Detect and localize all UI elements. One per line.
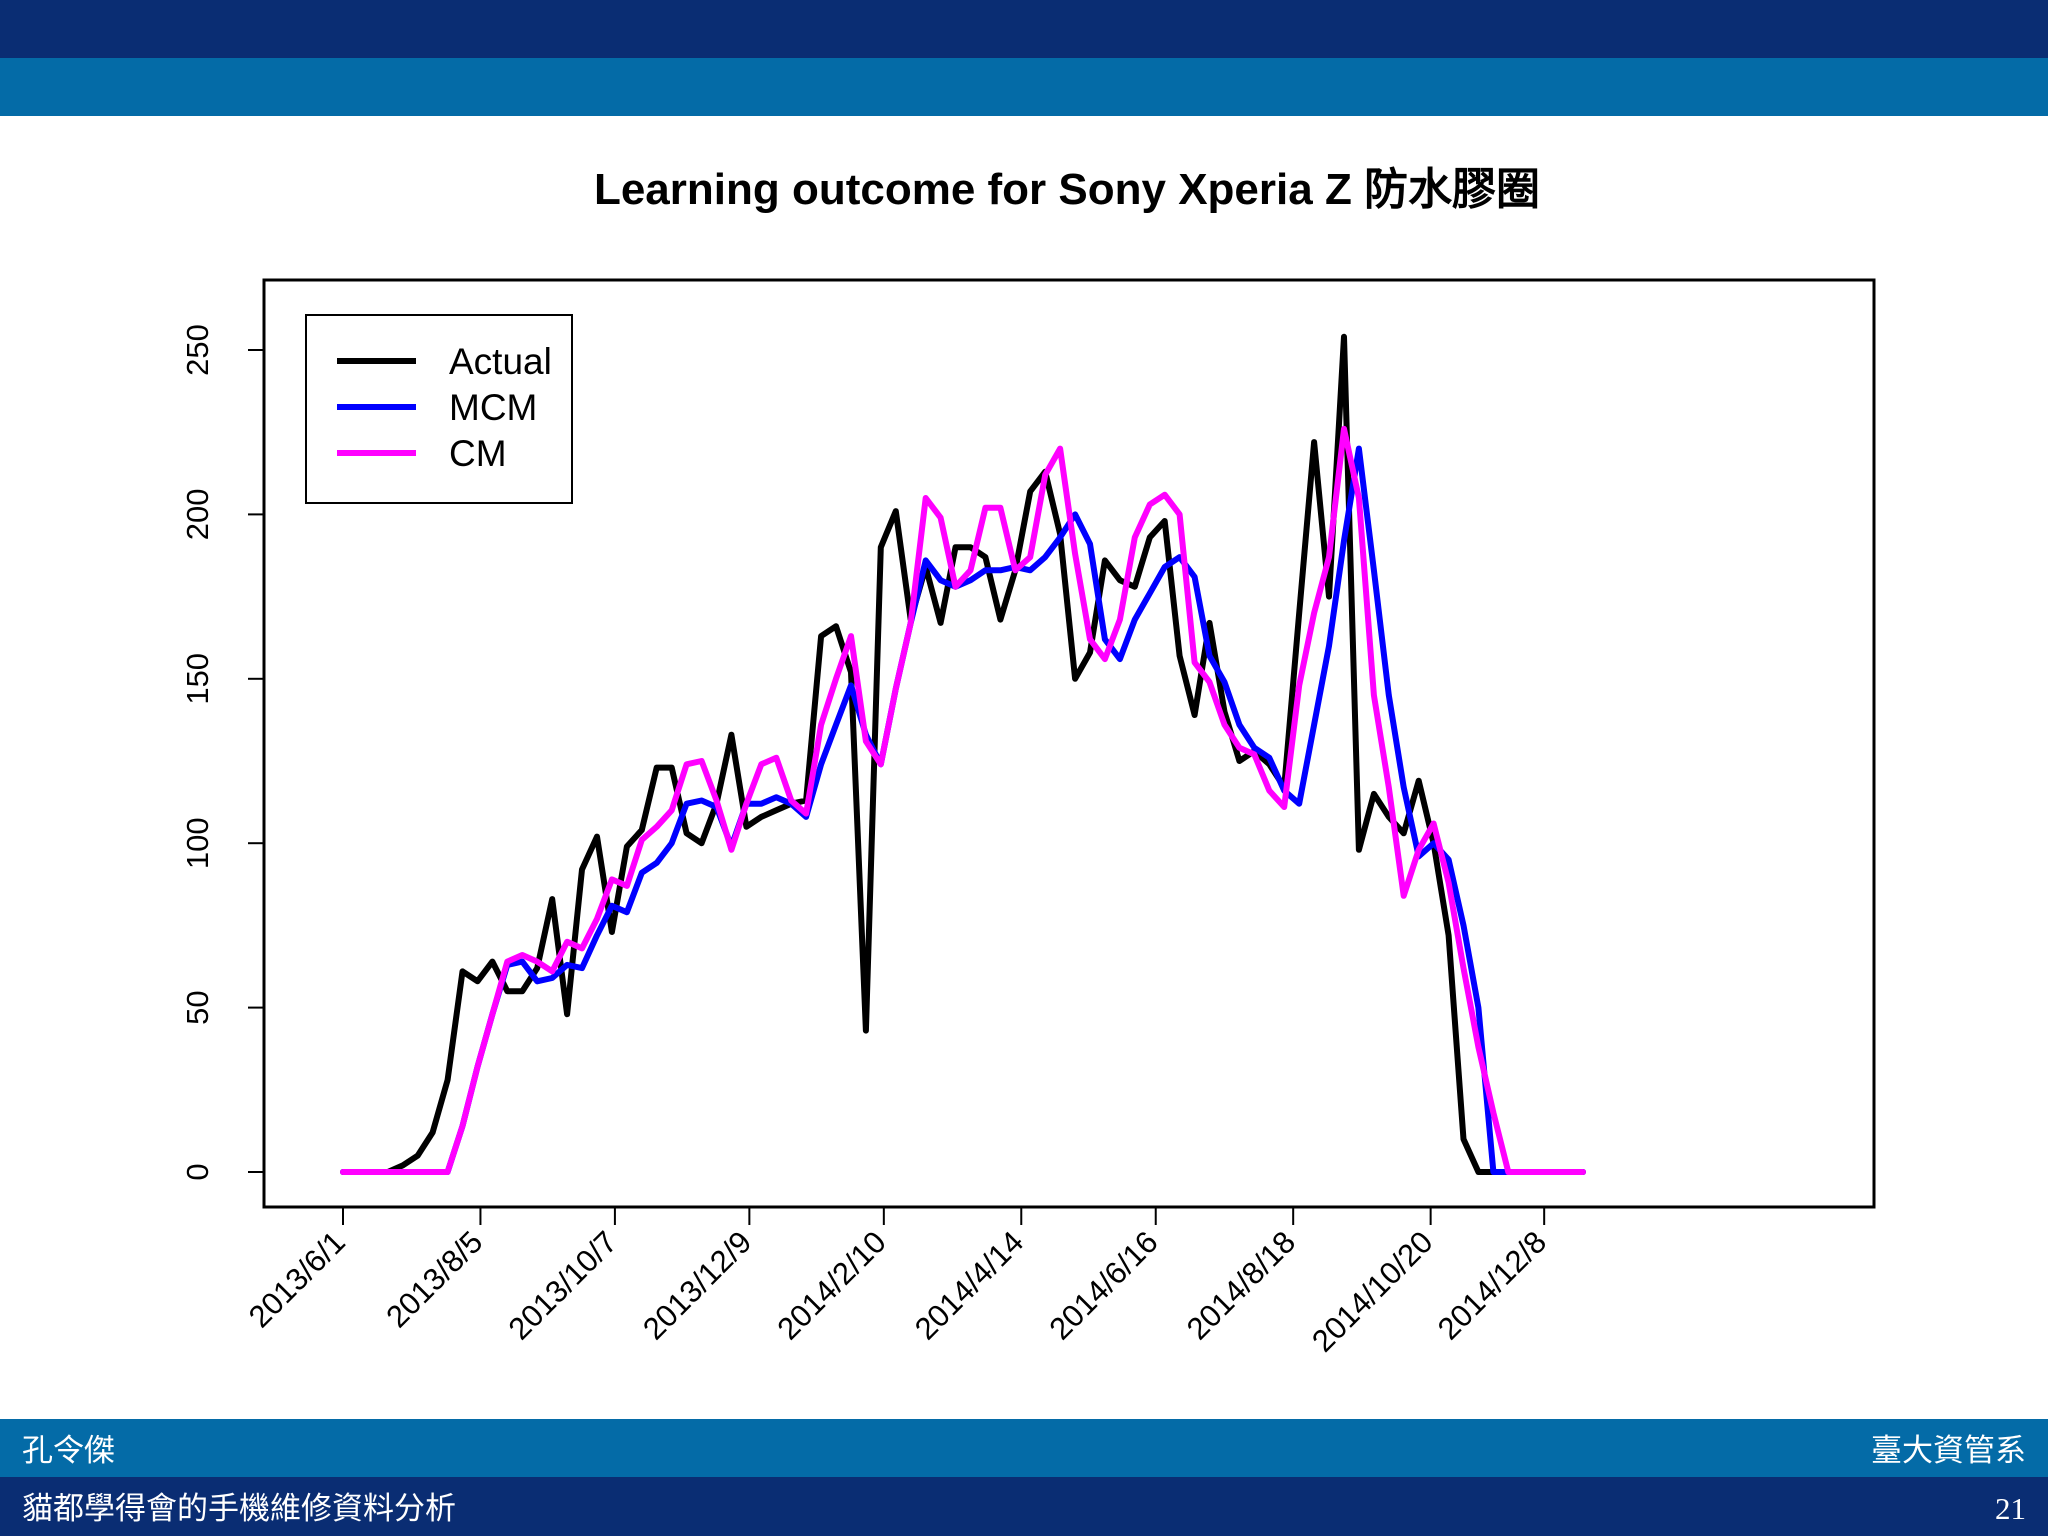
y-tick-label: 200 <box>180 489 215 541</box>
footer-talk-title: 貓都學得會的手機維修資料分析 <box>22 1491 456 1527</box>
series-line-actual <box>340 333 1586 1175</box>
footer-band-dark <box>0 1477 2048 1536</box>
x-tick-label: 2014/4/14 <box>908 1224 1030 1346</box>
legend: Actual MCM CM <box>305 314 573 504</box>
y-tick-label: 0 <box>180 1163 215 1180</box>
footer-department: 臺大資管系 <box>1871 1433 2026 1469</box>
footer-band-light <box>0 1419 2048 1477</box>
y-axis: 0 50 100 150 200 250 <box>180 324 264 1181</box>
legend-label-actual: Actual <box>449 341 552 382</box>
x-tick-label: 2014/12/8 <box>1431 1224 1553 1346</box>
x-tick-label: 2013/10/7 <box>502 1224 624 1346</box>
x-tick-label: 2013/12/9 <box>636 1224 758 1346</box>
y-tick-label: 100 <box>180 817 215 869</box>
series-line-cm <box>340 425 1586 1175</box>
x-axis: 2013/6/1 2013/8/5 2013/10/7 2013/12/9 2014/2… <box>242 1207 1553 1359</box>
plot-frame <box>262 278 1876 1209</box>
x-tick-label: 2014/8/18 <box>1180 1224 1302 1346</box>
x-tick-label: 2014/2/10 <box>771 1224 893 1346</box>
footer-author: 孔令傑 <box>22 1433 115 1469</box>
legend-label-mcm: MCM <box>449 387 537 428</box>
series-line-mcm <box>340 445 1586 1175</box>
y-tick-label: 150 <box>180 653 215 705</box>
footer-page-number: 21 <box>1995 1491 2026 1526</box>
chart-title: Learning outcome for Sony Xperia Z 防水膠圈 <box>594 165 1540 214</box>
x-tick-label: 2014/6/16 <box>1042 1224 1164 1346</box>
series-lines <box>340 333 1586 1175</box>
x-tick-label: 2013/6/1 <box>242 1224 352 1334</box>
learning-outcome-chart: Learning outcome for Sony Xperia Z 防水膠圈 … <box>180 165 1876 1359</box>
header-band-dark <box>0 0 2048 58</box>
y-tick-label: 250 <box>180 324 215 376</box>
x-tick-label: 2013/8/5 <box>379 1224 489 1334</box>
x-tick-label: 2014/10/20 <box>1305 1224 1439 1358</box>
header-band-light <box>0 58 2048 116</box>
legend-label-cm: CM <box>449 433 507 474</box>
y-tick-label: 50 <box>180 990 215 1024</box>
